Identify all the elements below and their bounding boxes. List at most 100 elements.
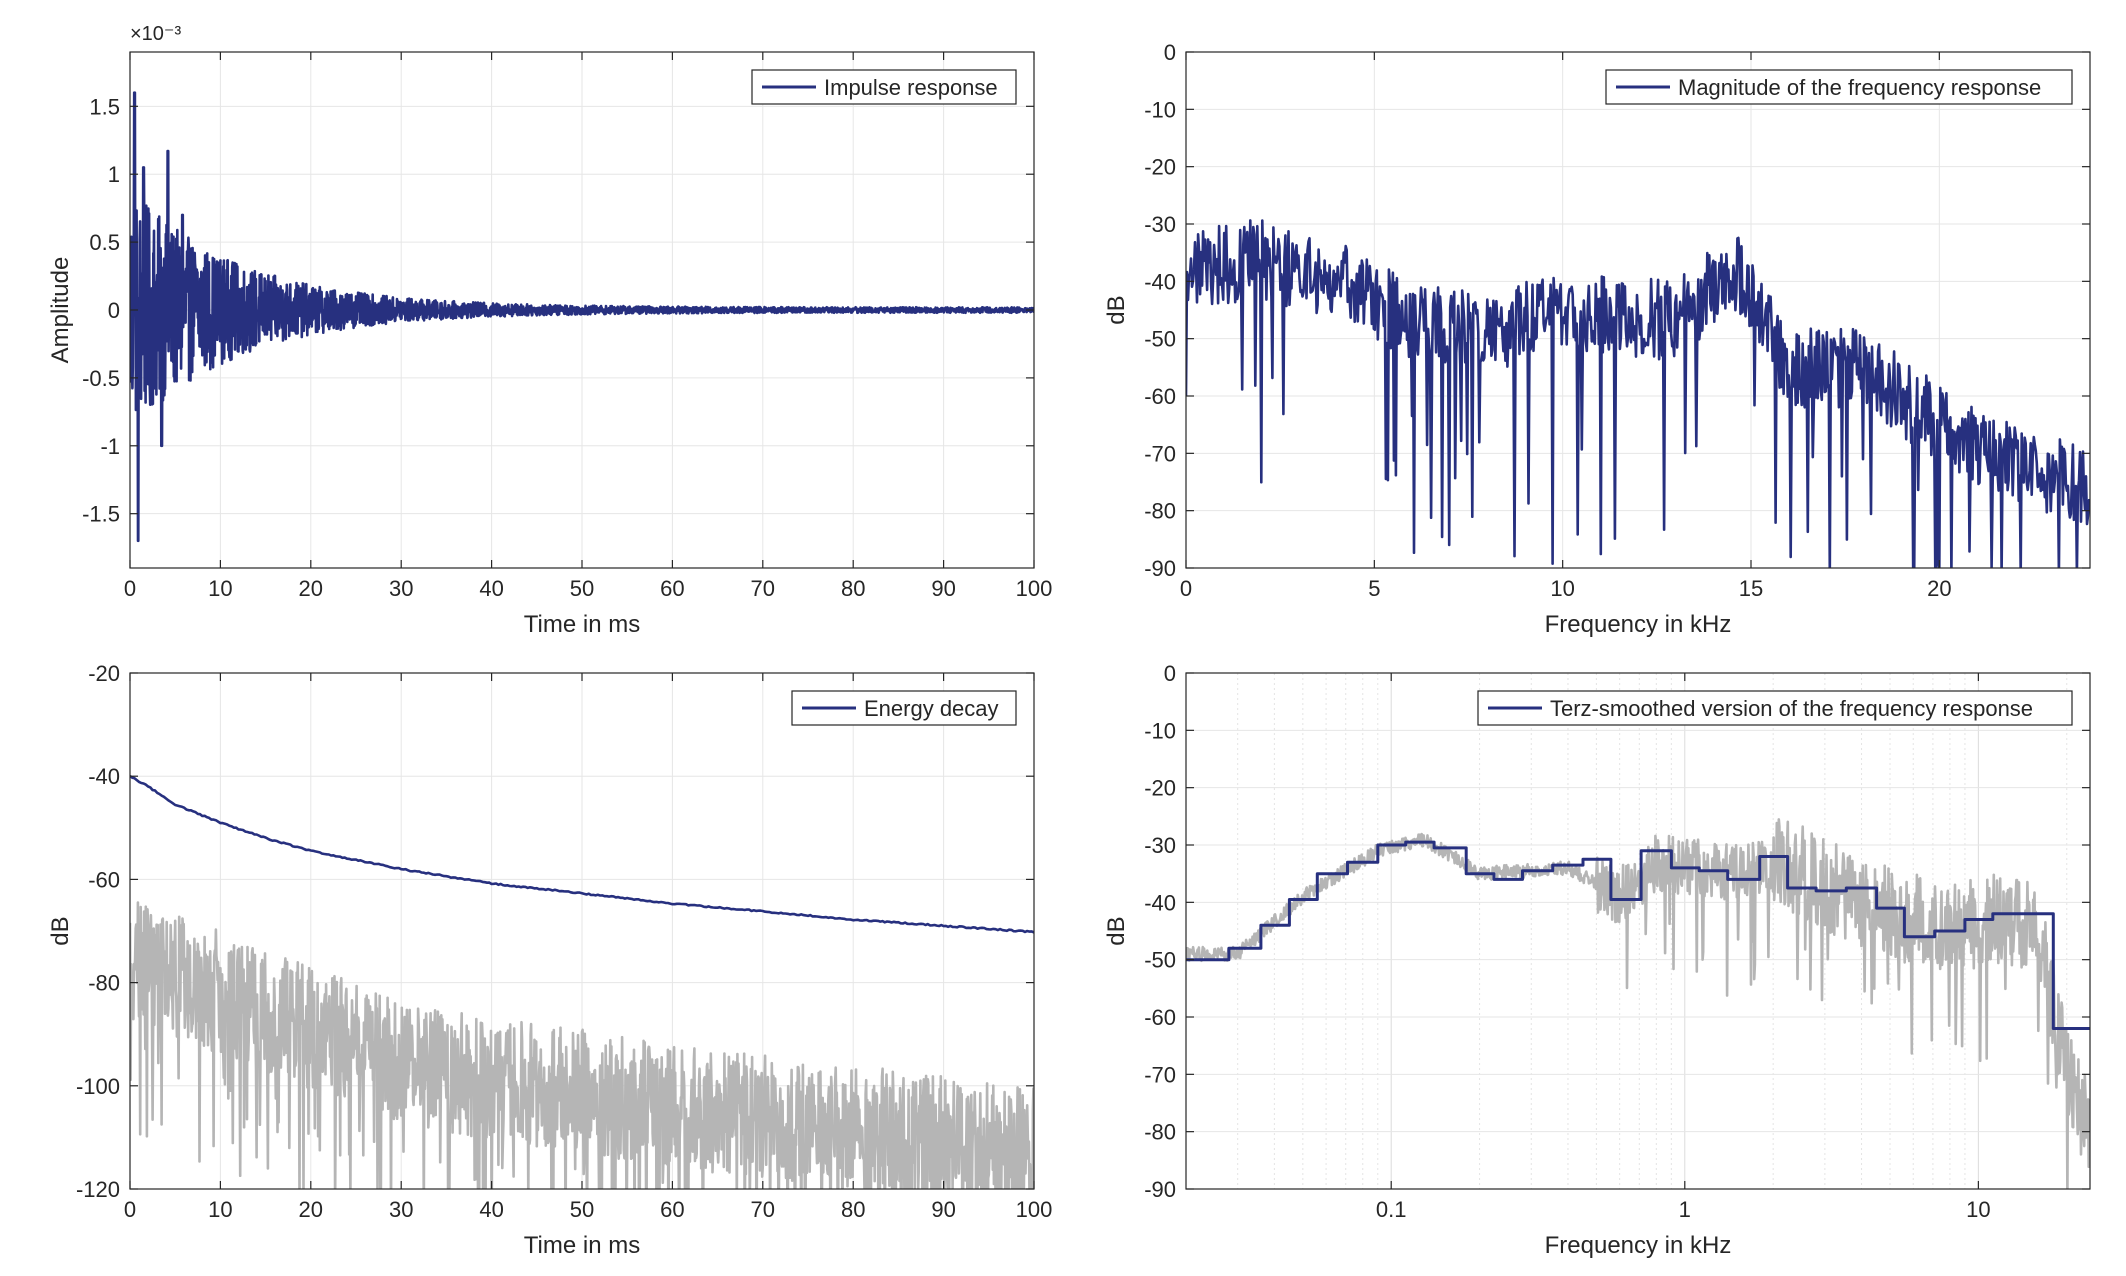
plot-content (1186, 818, 2090, 1189)
x-tick-label: 40 (479, 576, 503, 601)
exponent-label: ×10⁻³ (130, 23, 181, 45)
legend-label: Magnitude of the frequency response (1678, 75, 2041, 100)
ticks: 0 10 20 30 40 50 60 70 80 90 100 1.5 1 0.5 0 -0.5 -1 -1.5 (82, 52, 1052, 601)
y-tick-label: -60 (1144, 1005, 1176, 1030)
x-tick-label: 5 (1368, 576, 1380, 601)
chart-panel-frequency-magnitude: 0 5 10 15 20 0 -10 -20 -30 -40 -50 -60 -70 -80 -90 Freq… (1103, 40, 2091, 638)
ticks: 0 10 20 30 40 50 60 70 80 90 100 -20 -40 -60 -80 -100 -1… (76, 661, 1052, 1222)
chart-panel-impulse-response: 0 10 20 30 40 50 60 70 80 90 100 1.5 1 0.5 0 -0.5 -1 -1.5… (47, 23, 1052, 638)
x-tick-label: 10 (208, 1197, 232, 1222)
legend-label: Impulse response (824, 75, 998, 100)
x-tick-label: 20 (299, 576, 323, 601)
y-tick-label: -90 (1144, 556, 1176, 581)
y-tick-label: -90 (1144, 1177, 1176, 1202)
y-tick-label: -1 (100, 434, 120, 459)
x-tick-label: 90 (931, 576, 955, 601)
x-tick-label: 0.1 (1376, 1197, 1407, 1222)
y-tick-label: 1 (108, 162, 120, 187)
series-frequency-magnitude (1186, 219, 2090, 568)
series-energy-decay (130, 774, 1034, 934)
plot-content (130, 774, 1034, 1189)
legend-box (1477, 690, 2073, 726)
axes-box (1185, 51, 2091, 569)
y-tick-label: 1.5 (89, 94, 120, 119)
y-tick-label: -80 (88, 971, 120, 996)
x-tick-label: 30 (389, 576, 413, 601)
x-axis-label: Time in ms (524, 611, 640, 638)
x-tick-label: 30 (389, 1197, 413, 1222)
x-tick-label: 60 (660, 576, 684, 601)
axes-box (1185, 672, 2091, 1190)
plot-content (1186, 219, 2090, 568)
y-axis-label: dB (1103, 295, 1130, 324)
x-tick-label: 100 (1016, 576, 1053, 601)
x-tick-label: 70 (751, 576, 775, 601)
y-tick-label: -10 (1144, 97, 1176, 122)
y-axis-label: dB (1103, 916, 1130, 945)
legend-label: Energy decay (864, 696, 999, 721)
y-tick-label: -10 (1144, 718, 1176, 743)
legend-label: Terz-smoothed version of the frequency r… (1550, 696, 2033, 721)
y-tick-label: -50 (1144, 327, 1176, 352)
x-tick-label: 0 (124, 1197, 136, 1222)
y-tick-label: -40 (88, 764, 120, 789)
y-tick-label: -80 (1144, 499, 1176, 524)
y-tick-label: -60 (1144, 384, 1176, 409)
y-tick-label: 0 (108, 298, 120, 323)
x-tick-label: 70 (751, 1197, 775, 1222)
y-tick-label: -40 (1144, 269, 1176, 294)
x-tick-label: 1 (1679, 1197, 1691, 1222)
y-tick-label: -50 (1144, 948, 1176, 973)
x-tick-label: 60 (660, 1197, 684, 1222)
y-axis-label: Amplitude (47, 257, 74, 364)
y-tick-label: -30 (1144, 833, 1176, 858)
ticks: 0.1 1 10 0 -10 -20 -30 -40 -50 -60 -70 -80 -90 (1144, 661, 2090, 1222)
x-tick-label: 20 (299, 1197, 323, 1222)
x-tick-label: 15 (1739, 576, 1763, 601)
y-tick-label: -20 (88, 661, 120, 686)
x-tick-label: 80 (841, 576, 865, 601)
x-tick-label: 10 (1966, 1197, 1990, 1222)
chart-panel-terz-smoothed: 0.1 1 10 0 -10 -20 -30 -40 -50 -60 -70 -80 -90 Freque… (1103, 661, 2091, 1259)
y-tick-label: 0.5 (89, 230, 120, 255)
x-axis-label: Time in ms (524, 1232, 640, 1259)
x-tick-label: 20 (1927, 576, 1951, 601)
y-tick-label: -120 (76, 1177, 120, 1202)
x-tick-label: 50 (570, 1197, 594, 1222)
y-tick-label: 0 (1164, 661, 1176, 686)
x-tick-label: 50 (570, 576, 594, 601)
y-tick-label: -100 (76, 1074, 120, 1099)
y-tick-label: -60 (88, 867, 120, 892)
x-tick-label: 0 (124, 576, 136, 601)
series-impulse-response (130, 91, 1034, 543)
y-tick-label: -70 (1144, 1062, 1176, 1087)
y-tick-label: -20 (1144, 155, 1176, 180)
x-tick-label: 40 (479, 1197, 503, 1222)
y-tick-label: -1.5 (82, 502, 120, 527)
y-tick-label: 0 (1164, 40, 1176, 65)
legend: Magnitude of the frequency response (1605, 69, 2073, 105)
x-tick-label: 10 (208, 576, 232, 601)
series-unsmoothed (1186, 818, 2090, 1189)
series-energy-raw (130, 901, 1034, 1189)
plot-content (130, 91, 1034, 543)
legend: Terz-smoothed version of the frequency r… (1477, 690, 2073, 726)
x-tick-label: 100 (1016, 1197, 1053, 1222)
chart-panel-energy-decay: 0 10 20 30 40 50 60 70 80 90 100 -20 -40 -60 -80 -100 -1… (47, 661, 1052, 1259)
x-axis-label: Frequency in kHz (1545, 611, 1732, 638)
x-tick-label: 10 (1550, 576, 1574, 601)
x-axis-label: Frequency in kHz (1545, 1232, 1732, 1259)
y-tick-label: -70 (1144, 441, 1176, 466)
x-tick-label: 90 (931, 1197, 955, 1222)
series-terz-smoothed (1186, 840, 2090, 1030)
y-tick-label: -30 (1144, 212, 1176, 237)
y-tick-label: -20 (1144, 776, 1176, 801)
ticks: 0 5 10 15 20 0 -10 -20 -30 -40 -50 -60 -70 -80 -90 (1144, 40, 2090, 601)
x-tick-label: 0 (1180, 576, 1192, 601)
y-tick-label: -0.5 (82, 366, 120, 391)
x-tick-label: 80 (841, 1197, 865, 1222)
legend: Energy decay (791, 690, 1017, 726)
legend: Impulse response (751, 69, 1017, 105)
legend-box (1605, 69, 2073, 105)
